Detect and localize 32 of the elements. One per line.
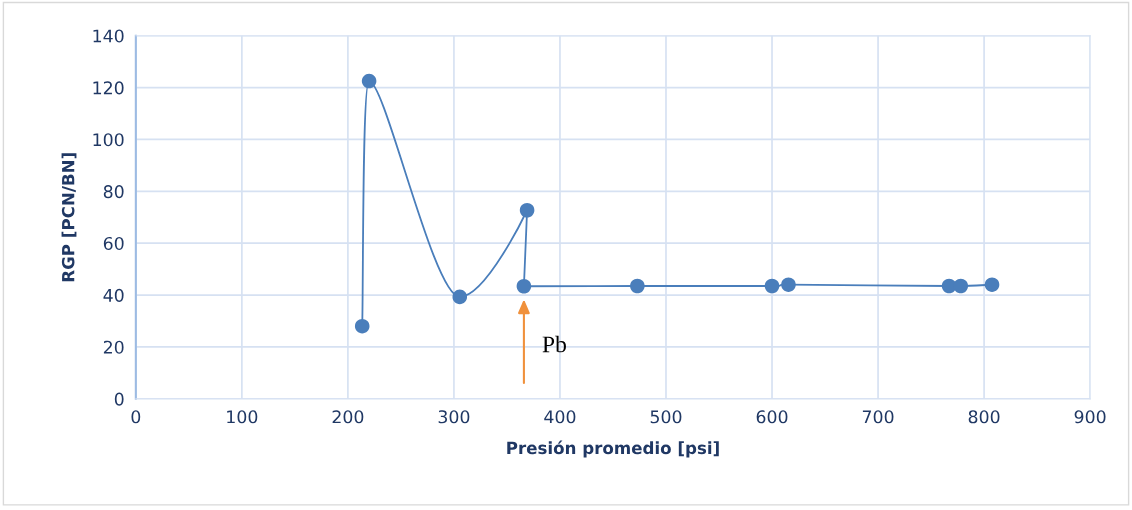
- point: [354, 318, 370, 334]
- point: [781, 277, 796, 292]
- x-tick-label: 600: [756, 410, 788, 424]
- x-tick-label: 900: [1074, 410, 1106, 424]
- y-tick-label: 40: [103, 288, 124, 302]
- point: [984, 277, 1000, 292]
- y-tick-label: 140: [93, 29, 124, 43]
- x-tick-label: 400: [544, 410, 576, 424]
- point: [452, 289, 468, 305]
- x-tick-label: 300: [438, 410, 470, 424]
- y-tick-label: 0: [114, 392, 124, 406]
- y-tick-label: 80: [103, 185, 124, 199]
- x-tick-label: 200: [332, 410, 364, 424]
- annotation: Pb: [542, 335, 566, 353]
- point: [516, 278, 532, 294]
- point: [361, 73, 377, 89]
- y-tick-label: 120: [93, 81, 124, 95]
- x-tick-label: 0: [131, 410, 141, 424]
- x-tick-label: 500: [650, 410, 682, 424]
- x-tick-label: 800: [968, 410, 1000, 424]
- point: [764, 278, 780, 294]
- point: [941, 278, 957, 294]
- x-axis-title: Presión promedio [psi]: [507, 440, 719, 458]
- point: [630, 278, 645, 294]
- point: [953, 278, 969, 294]
- y-tick-label: 100: [93, 133, 124, 147]
- x-tick-label: 100: [227, 410, 258, 424]
- y-axis-title: RGP [PCN/BN]: [61, 153, 77, 282]
- y-tick-label: 60: [103, 236, 124, 251]
- x-tick-label: 700: [862, 410, 894, 424]
- point: [519, 202, 535, 218]
- y-tick-label: 20: [103, 340, 124, 354]
